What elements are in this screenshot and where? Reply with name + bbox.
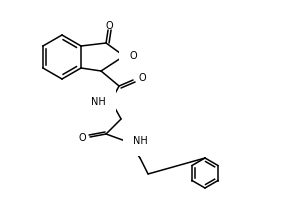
Text: O: O bbox=[78, 133, 86, 143]
Text: NH: NH bbox=[133, 136, 148, 146]
Text: O: O bbox=[129, 51, 137, 61]
Text: O: O bbox=[105, 21, 113, 31]
Text: NH: NH bbox=[91, 97, 106, 107]
Text: O: O bbox=[138, 73, 146, 83]
